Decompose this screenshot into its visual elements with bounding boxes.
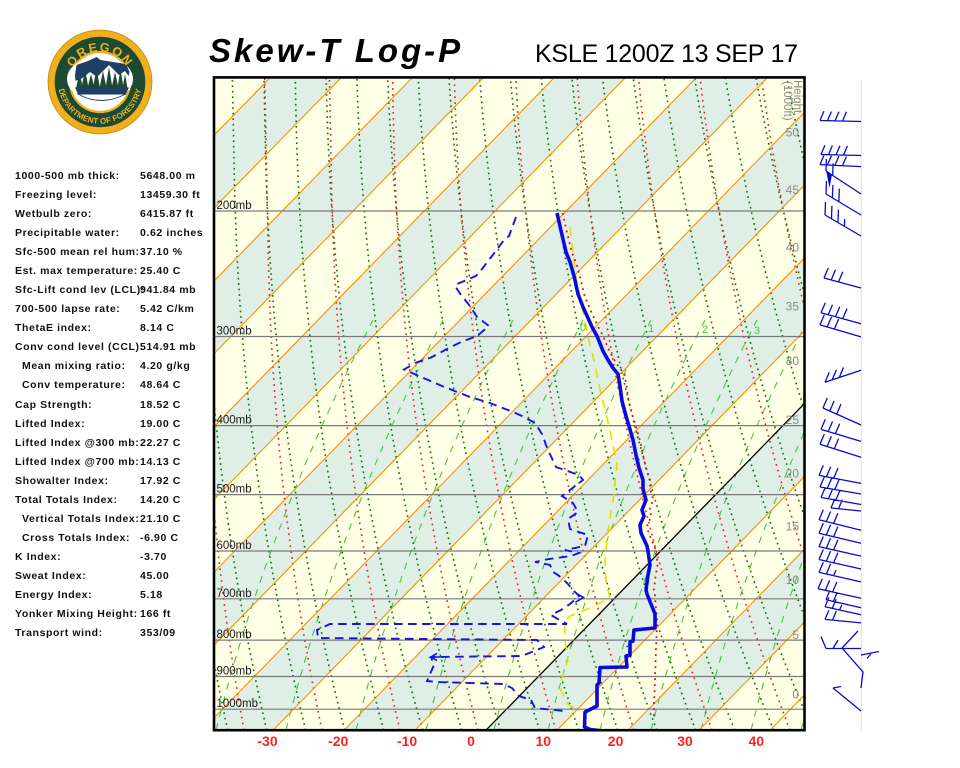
svg-text:-10: -10	[397, 733, 417, 749]
svg-text:0: 0	[792, 688, 799, 702]
svg-text:500mb: 500mb	[217, 484, 252, 496]
svg-text:5: 5	[792, 628, 799, 642]
svg-text:1000mb: 1000mb	[217, 698, 259, 710]
svg-text:400mb: 400mb	[217, 415, 252, 427]
svg-text:-20: -20	[328, 733, 348, 749]
svg-text:600mb: 600mb	[217, 540, 252, 552]
svg-text:-30: -30	[257, 733, 277, 749]
svg-text:45: 45	[786, 183, 800, 197]
svg-text:800mb: 800mb	[217, 629, 252, 641]
svg-text:900mb: 900mb	[217, 666, 252, 678]
svg-text:30: 30	[786, 354, 800, 368]
svg-text:300mb: 300mb	[217, 326, 252, 338]
svg-text:3: 3	[754, 325, 760, 337]
svg-text:2: 2	[702, 324, 708, 336]
svg-text:10: 10	[786, 573, 800, 587]
svg-text:15: 15	[786, 520, 800, 534]
svg-text:0: 0	[580, 322, 586, 334]
svg-text:700mb: 700mb	[217, 588, 252, 600]
svg-text:35: 35	[786, 300, 800, 314]
svg-text:10: 10	[536, 733, 552, 749]
svg-text:20: 20	[608, 733, 624, 749]
svg-text:1: 1	[648, 323, 654, 335]
svg-text:30: 30	[677, 733, 693, 749]
svg-text:50: 50	[786, 126, 800, 140]
svg-text:25: 25	[786, 413, 800, 427]
svg-text:Height: Height	[791, 80, 803, 114]
svg-text:40: 40	[749, 733, 765, 749]
svg-text:20: 20	[786, 466, 800, 480]
svg-text:40: 40	[786, 241, 800, 255]
svg-text:(1000ft): (1000ft)	[781, 81, 793, 121]
svg-text:200mb: 200mb	[217, 200, 252, 212]
svg-text:0: 0	[467, 733, 475, 749]
